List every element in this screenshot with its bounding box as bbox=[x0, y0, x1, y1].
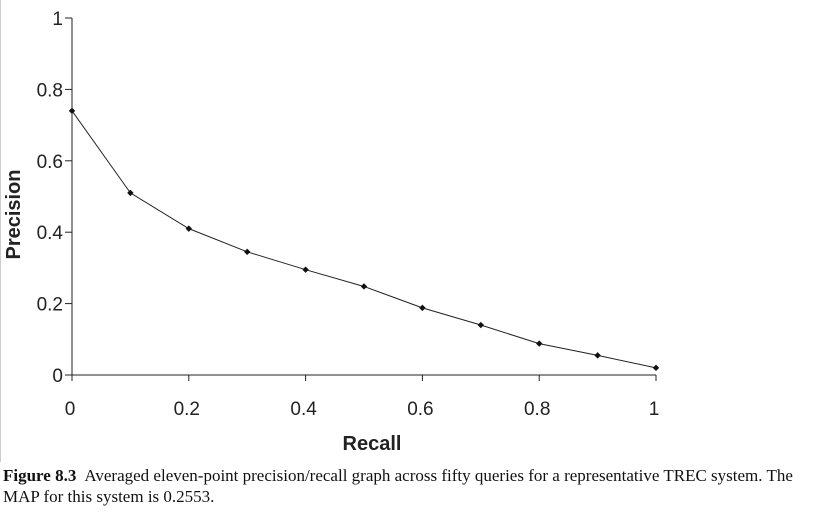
data-point bbox=[594, 352, 601, 359]
x-tick-label: 0.2 bbox=[174, 399, 200, 420]
precision-recall-chart: 0 0.2 0.4 0.6 0.8 1 0 0.2 0.4 0.6 0.8 1 Recall Pre… bbox=[3, 9, 660, 455]
x-tick-label: 0.8 bbox=[524, 399, 550, 420]
y-tick-label: 1 bbox=[52, 9, 63, 30]
data-point bbox=[477, 321, 484, 329]
data-point bbox=[244, 248, 251, 256]
y-tick-label: 0.4 bbox=[37, 223, 64, 244]
x-tick-label: 0.4 bbox=[290, 399, 317, 420]
data-point bbox=[302, 266, 309, 273]
x-axis-ticks: 0 0.2 0.4 0.6 0.8 1 bbox=[65, 375, 660, 420]
data-point bbox=[536, 340, 543, 347]
left-border-rule bbox=[0, 0, 1, 462]
x-tick-label: 0.6 bbox=[407, 399, 433, 420]
y-tick-label: 0 bbox=[52, 366, 63, 387]
data-point bbox=[419, 304, 426, 312]
y-axis-title: Precision bbox=[3, 169, 25, 259]
data-point bbox=[360, 283, 368, 290]
data-point bbox=[68, 107, 76, 115]
data-point bbox=[185, 225, 192, 232]
data-series bbox=[68, 107, 660, 372]
caption-text: Averaged eleven-point precision/recall g… bbox=[3, 466, 793, 506]
x-tick-label: 1 bbox=[649, 399, 660, 420]
x-axis-title: Recall bbox=[343, 433, 402, 455]
caption-figure-label: Figure 8.3 bbox=[3, 466, 77, 485]
series-line bbox=[71, 110, 657, 369]
axes bbox=[71, 18, 656, 376]
x-tick-label: 0 bbox=[65, 399, 76, 420]
y-axis-ticks: 0 0.2 0.4 0.6 0.8 1 bbox=[37, 9, 72, 387]
figure-caption: Figure 8.3 Averaged eleven-point precisio… bbox=[3, 465, 815, 507]
data-point bbox=[652, 364, 660, 372]
y-tick-label: 0.6 bbox=[37, 152, 63, 173]
y-tick-label: 0.8 bbox=[37, 80, 63, 101]
y-tick-label: 0.2 bbox=[37, 295, 63, 316]
data-point bbox=[127, 189, 134, 197]
